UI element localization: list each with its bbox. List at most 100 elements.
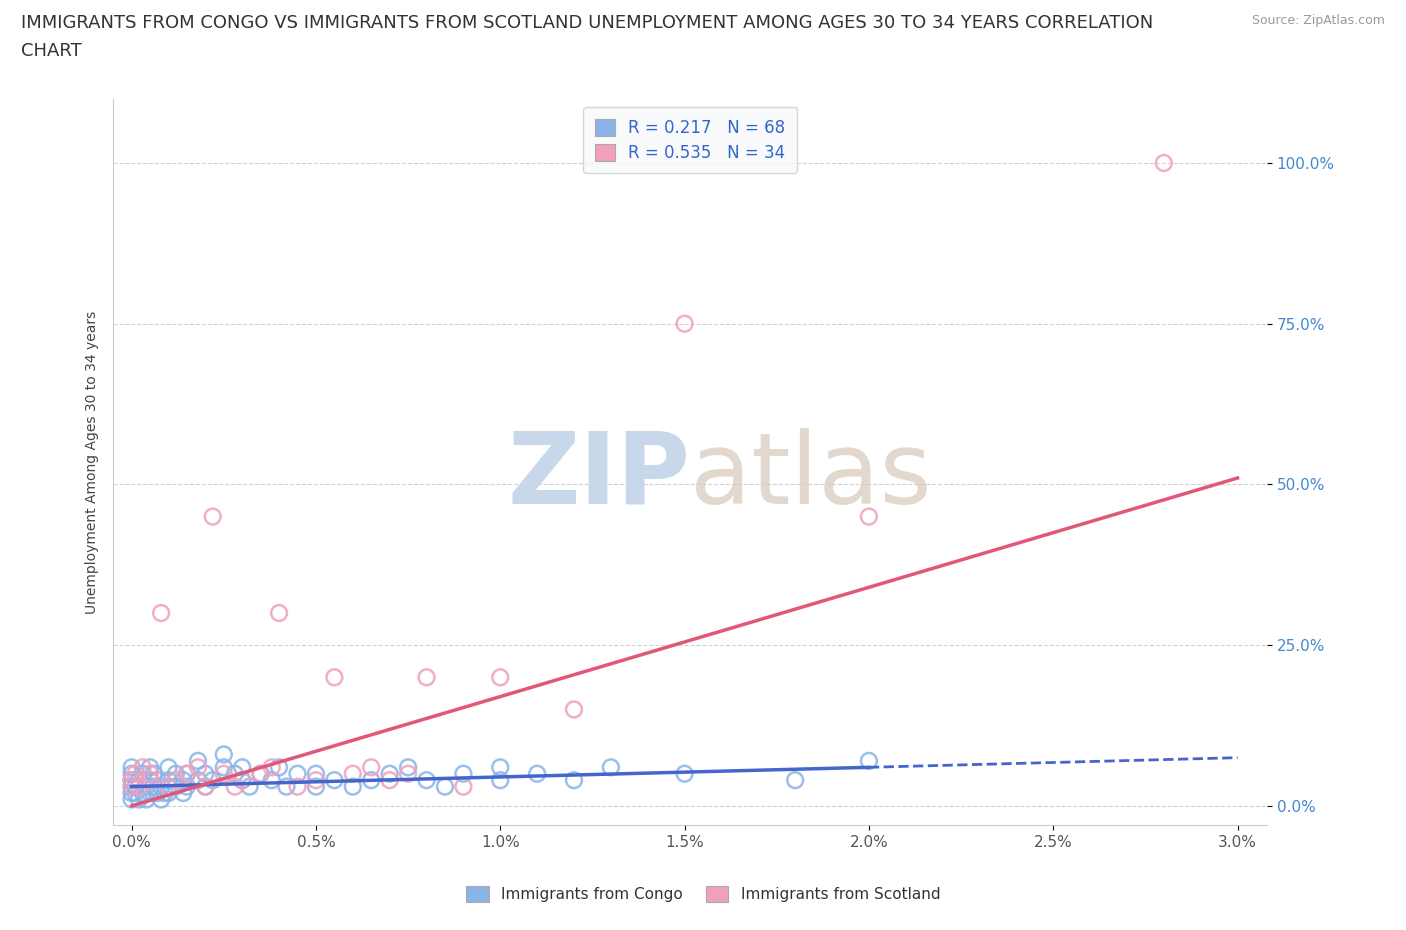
- Point: [858, 509, 880, 524]
- Point: [131, 766, 153, 781]
- Point: [305, 773, 328, 788]
- Point: [128, 792, 150, 807]
- Point: [128, 773, 150, 788]
- Point: [128, 779, 150, 794]
- Point: [260, 773, 283, 788]
- Point: [224, 779, 246, 794]
- Point: [201, 773, 224, 788]
- Legend: Immigrants from Congo, Immigrants from Scotland: Immigrants from Congo, Immigrants from S…: [460, 880, 946, 909]
- Point: [121, 766, 143, 781]
- Point: [146, 773, 169, 788]
- Point: [287, 766, 309, 781]
- Point: [260, 760, 283, 775]
- Point: [396, 766, 419, 781]
- Point: [489, 773, 512, 788]
- Point: [176, 766, 198, 781]
- Point: [121, 760, 143, 775]
- Point: [858, 753, 880, 768]
- Point: [212, 760, 235, 775]
- Text: IMMIGRANTS FROM CONGO VS IMMIGRANTS FROM SCOTLAND UNEMPLOYMENT AMONG AGES 30 TO : IMMIGRANTS FROM CONGO VS IMMIGRANTS FROM…: [21, 14, 1153, 32]
- Text: Source: ZipAtlas.com: Source: ZipAtlas.com: [1251, 14, 1385, 27]
- Point: [124, 786, 146, 801]
- Point: [121, 779, 143, 794]
- Point: [489, 670, 512, 684]
- Point: [231, 773, 253, 788]
- Text: ZIP: ZIP: [508, 428, 690, 525]
- Point: [165, 773, 187, 788]
- Point: [249, 766, 271, 781]
- Point: [276, 779, 298, 794]
- Point: [673, 316, 696, 331]
- Point: [360, 773, 382, 788]
- Point: [121, 792, 143, 807]
- Point: [599, 760, 621, 775]
- Point: [157, 786, 180, 801]
- Point: [121, 773, 143, 788]
- Point: [1153, 155, 1175, 170]
- Point: [785, 773, 807, 788]
- Point: [187, 760, 209, 775]
- Point: [415, 670, 437, 684]
- Text: atlas: atlas: [690, 428, 932, 525]
- Point: [157, 760, 180, 775]
- Point: [187, 773, 209, 788]
- Point: [121, 773, 143, 788]
- Point: [135, 792, 157, 807]
- Point: [172, 786, 194, 801]
- Point: [396, 760, 419, 775]
- Point: [124, 766, 146, 781]
- Point: [673, 766, 696, 781]
- Point: [526, 766, 548, 781]
- Point: [142, 779, 165, 794]
- Point: [157, 779, 180, 794]
- Point: [287, 779, 309, 794]
- Point: [360, 760, 382, 775]
- Y-axis label: Unemployment Among Ages 30 to 34 years: Unemployment Among Ages 30 to 34 years: [86, 311, 100, 614]
- Point: [267, 605, 290, 620]
- Point: [323, 670, 346, 684]
- Text: CHART: CHART: [21, 42, 82, 60]
- Legend: R = 0.217   N = 68, R = 0.535   N = 34: R = 0.217 N = 68, R = 0.535 N = 34: [583, 107, 797, 173]
- Point: [131, 786, 153, 801]
- Point: [453, 779, 475, 794]
- Point: [150, 779, 173, 794]
- Point: [267, 760, 290, 775]
- Point: [153, 786, 176, 801]
- Point: [139, 766, 162, 781]
- Point: [194, 779, 217, 794]
- Point: [121, 779, 143, 794]
- Point: [562, 773, 585, 788]
- Point: [139, 786, 162, 801]
- Point: [224, 766, 246, 781]
- Point: [323, 773, 346, 788]
- Point: [165, 766, 187, 781]
- Point: [124, 779, 146, 794]
- Point: [231, 773, 253, 788]
- Point: [378, 773, 401, 788]
- Point: [142, 766, 165, 781]
- Point: [201, 509, 224, 524]
- Point: [139, 760, 162, 775]
- Point: [157, 779, 180, 794]
- Point: [176, 779, 198, 794]
- Point: [139, 773, 162, 788]
- Point: [415, 773, 437, 788]
- Point: [562, 702, 585, 717]
- Point: [212, 766, 235, 781]
- Point: [176, 766, 198, 781]
- Point: [194, 779, 217, 794]
- Point: [305, 779, 328, 794]
- Point: [135, 779, 157, 794]
- Point: [150, 792, 173, 807]
- Point: [187, 753, 209, 768]
- Point: [239, 779, 262, 794]
- Point: [342, 779, 364, 794]
- Point: [150, 605, 173, 620]
- Point: [121, 786, 143, 801]
- Point: [489, 760, 512, 775]
- Point: [131, 760, 153, 775]
- Point: [342, 766, 364, 781]
- Point: [172, 773, 194, 788]
- Point: [165, 779, 187, 794]
- Point: [194, 766, 217, 781]
